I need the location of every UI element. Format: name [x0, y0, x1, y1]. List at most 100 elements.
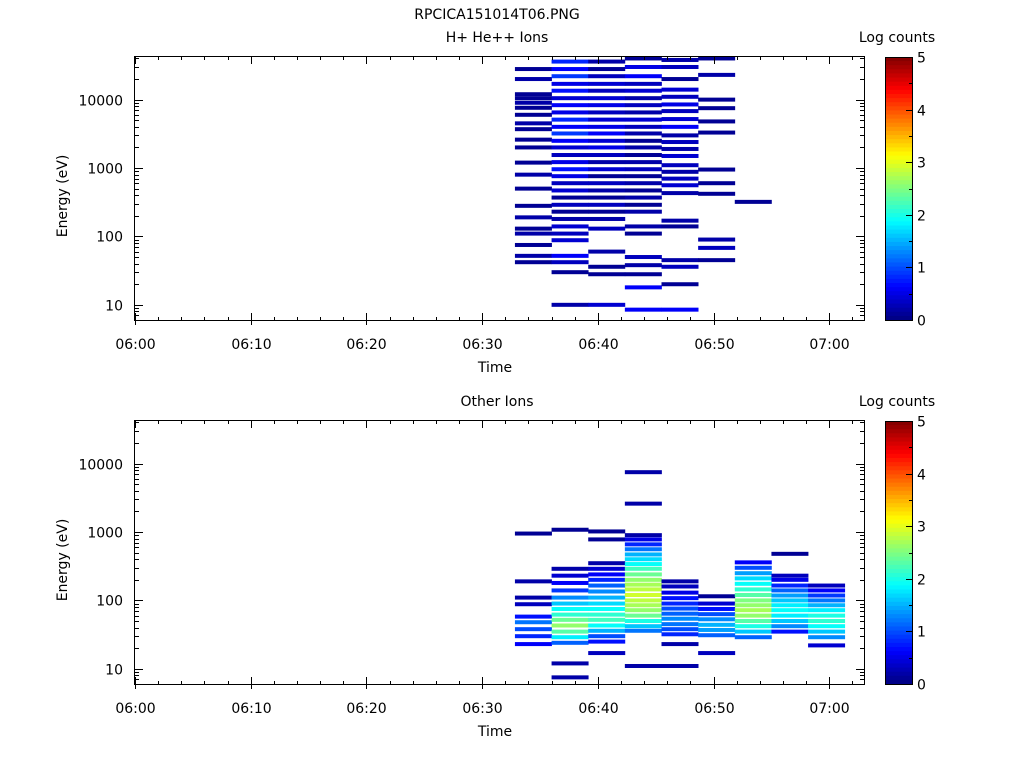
- heatmap-cell: [588, 195, 626, 200]
- heatmap-cell: [624, 64, 662, 69]
- heatmap-cell: [551, 640, 589, 645]
- heatmap-cell: [514, 531, 552, 536]
- heatmap-cell: [588, 617, 626, 622]
- colorbar-tick-label: 2: [917, 209, 926, 225]
- heatmap-cell: [551, 74, 589, 79]
- heatmap-cell: [588, 188, 626, 193]
- heatmap-cell: [771, 573, 809, 578]
- colorbar-segment: [885, 98, 912, 103]
- heatmap-cell: [551, 145, 589, 150]
- heatmap-cell: [514, 253, 552, 258]
- heatmap-cell: [514, 121, 552, 126]
- heatmap-cell: [698, 622, 736, 627]
- colorbar-segment: [885, 155, 912, 161]
- heatmap-cell: [661, 584, 699, 589]
- colorbar-segment: [885, 515, 912, 521]
- heatmap-cell: [588, 138, 626, 143]
- colorbar-segment: [885, 93, 912, 99]
- colorbar-segment: [885, 167, 912, 173]
- colorbar-segment: [885, 679, 912, 685]
- x-tick-label: 06:30: [462, 337, 502, 353]
- colorbar-segment: [885, 634, 912, 640]
- heatmap-cell: [551, 231, 589, 236]
- heatmap-cell: [514, 67, 552, 72]
- colorbar: 0 1 2 3 4 5: [885, 51, 926, 330]
- heatmap-cell: [514, 579, 552, 584]
- heatmap-cell: [624, 566, 662, 571]
- heatmap-cell: [661, 663, 699, 668]
- x-tick-label: 06:10: [231, 701, 271, 717]
- heatmap-cell: [734, 587, 772, 592]
- colorbar-segment: [885, 449, 912, 455]
- heatmap-cell: [661, 611, 699, 616]
- heatmap-cell: [624, 542, 662, 547]
- heatmap-cell: [734, 565, 772, 570]
- heatmap-cell: [698, 617, 736, 622]
- heatmap-cell: [771, 593, 809, 598]
- heatmap-cell: [624, 624, 662, 629]
- y-tick-label: 10: [105, 663, 123, 679]
- colorbar-segment: [885, 622, 912, 628]
- colorbar-segment: [885, 204, 912, 210]
- heatmap-cell: [551, 629, 589, 634]
- heatmap-cell: [588, 160, 626, 165]
- colorbar-segment: [885, 225, 912, 231]
- heatmap-cell: [624, 598, 662, 603]
- colorbar-segment: [885, 209, 912, 214]
- heatmap-cell: [698, 651, 736, 656]
- colorbar-segment: [885, 283, 912, 288]
- colorbar-tick-label: 4: [917, 104, 926, 120]
- heatmap-cell: [551, 174, 589, 179]
- heatmap-cell: [661, 642, 699, 647]
- colorbar-segment: [885, 630, 912, 636]
- panel-title: H+ He++ Ions: [446, 30, 549, 46]
- heatmap-cell: [588, 249, 626, 254]
- colorbar-segment: [885, 102, 912, 107]
- heatmap-cell: [808, 608, 846, 613]
- heatmap-cell: [734, 598, 772, 603]
- y-tick-label: 10000: [78, 94, 123, 110]
- heatmap-cell: [588, 561, 626, 566]
- heatmap-cell: [661, 616, 699, 621]
- colorbar-segment: [885, 176, 912, 181]
- y-axis-label: Energy (eV): [55, 155, 71, 238]
- heatmap-cell: [551, 260, 589, 265]
- x-tick-label: 06:30: [462, 701, 502, 717]
- colorbar-segment: [885, 531, 912, 537]
- heatmap-cell: [588, 110, 626, 115]
- heatmap-cell: [734, 560, 772, 565]
- heatmap-cell: [661, 191, 699, 196]
- heatmap-cell: [588, 651, 626, 656]
- heatmap-cell: [588, 131, 626, 136]
- heatmap-cell: [624, 613, 662, 618]
- heatmap-cell: [808, 635, 846, 640]
- heatmap-cell: [551, 623, 589, 628]
- colorbar-segment: [885, 552, 912, 558]
- heatmap-cell: [698, 97, 736, 102]
- heatmap-cell: [734, 581, 772, 586]
- panel-other-ions: Other Ions Time Energy (eV) Log counts 0…: [55, 394, 935, 740]
- heatmap-cell: [624, 285, 662, 290]
- heatmap-cell: [698, 167, 736, 172]
- colorbar-segment: [885, 114, 912, 120]
- heatmap-cell: [698, 594, 736, 599]
- heatmap-cell: [661, 87, 699, 92]
- heatmap-cell: [514, 145, 552, 150]
- colorbar-segment: [885, 188, 912, 194]
- heatmap-cell: [588, 589, 626, 594]
- heatmap-cell: [514, 602, 552, 607]
- colorbar-segment: [885, 274, 912, 280]
- heatmap-cell: [661, 183, 699, 188]
- x-tick-label: 06:40: [578, 337, 618, 353]
- colorbar-segment: [885, 589, 912, 595]
- heatmap-cell: [551, 566, 589, 571]
- colorbar-segment: [885, 241, 912, 247]
- heatmap-cell: [624, 537, 662, 542]
- x-tick-label: 06:10: [231, 337, 271, 353]
- heatmap-cell: [698, 633, 736, 638]
- heatmap-cell: [551, 110, 589, 115]
- colorbar-segment: [885, 667, 912, 673]
- colorbar-segment: [885, 200, 912, 206]
- heatmap-cell: [551, 167, 589, 172]
- heatmap-cell: [661, 627, 699, 632]
